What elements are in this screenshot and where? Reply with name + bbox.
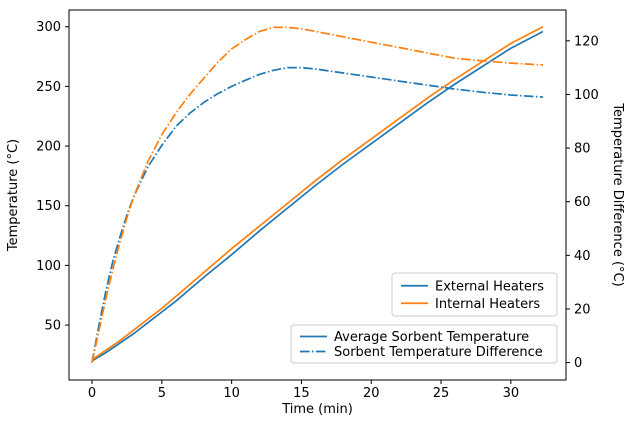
x-tick-label: 25 xyxy=(433,386,450,401)
tick-labels: 0 5 10 15 20 25 30 50 100 150 200 250 300 0 20 40 60 80 10… xyxy=(36,20,599,401)
legend-heaters-label-1: Internal Heaters xyxy=(435,297,540,312)
legend-linestyles-label-1: Sorbent Temperature Difference xyxy=(334,345,543,360)
y-right-tick-label: 20 xyxy=(574,302,591,317)
y-left-tick-label: 300 xyxy=(36,20,61,35)
y-right-tick-label: 100 xyxy=(574,88,599,103)
y-right-axis-title: Temperature Difference (°C) xyxy=(610,102,625,286)
plot-area xyxy=(69,10,566,380)
y-left-axis-title: Temperature (°C) xyxy=(6,139,21,252)
legend-linestyles-box xyxy=(290,324,558,364)
y-left-tick-label: 100 xyxy=(36,259,61,274)
x-tick-label: 15 xyxy=(293,386,310,401)
plot-background xyxy=(69,10,566,380)
y-left-tick-label: 150 xyxy=(36,199,61,214)
y-left-tick-label: 200 xyxy=(36,140,61,155)
legend-heaters: External Heaters Internal Heaters xyxy=(391,272,558,317)
axes-spines xyxy=(68,9,567,381)
y-right-tick-label: 80 xyxy=(574,142,591,157)
legends: External Heaters Internal Heaters Average … xyxy=(290,272,558,364)
axis-titles: Time (min) Temperature (°C) Temperature Di… xyxy=(6,102,625,417)
y-right-tick-label: 120 xyxy=(574,34,599,49)
x-tick-label: 30 xyxy=(503,386,520,401)
x-tick-label: 20 xyxy=(363,386,380,401)
series-line-1 xyxy=(91,25,544,361)
x-tick-label: 5 xyxy=(158,386,166,401)
series-lines xyxy=(91,25,544,363)
legend-linestyles-label-0: Average Sorbent Temperature xyxy=(334,330,529,345)
y-right-tick-label: 0 xyxy=(574,356,582,371)
y-right-tick-label: 40 xyxy=(574,249,591,264)
series-line-3 xyxy=(91,26,544,363)
axes xyxy=(65,9,570,384)
series-line-0 xyxy=(91,30,544,362)
y-right-tick-label: 60 xyxy=(574,195,591,210)
y-left-tick-label: 250 xyxy=(36,80,61,95)
legend-heaters-label-0: External Heaters xyxy=(435,279,544,294)
y-left-tick-label: 50 xyxy=(44,319,61,334)
legend-heaters-box xyxy=(391,272,558,317)
series-line-2 xyxy=(91,66,544,363)
x-axis-title: Time (min) xyxy=(281,402,353,417)
x-tick-label: 10 xyxy=(223,386,240,401)
x-tick-label: 0 xyxy=(88,386,96,401)
